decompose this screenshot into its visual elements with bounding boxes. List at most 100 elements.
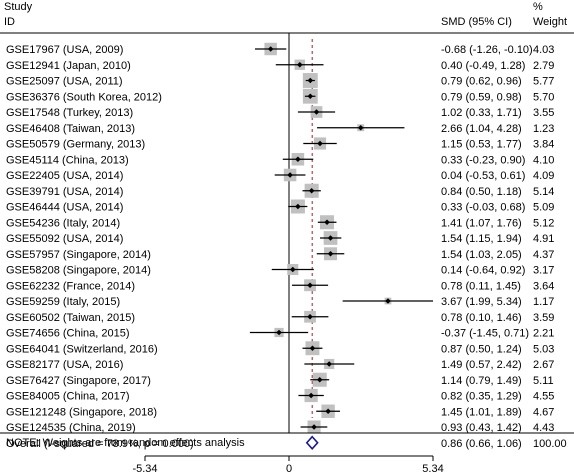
study-label: GSE59259 (Italy, 2015): [6, 296, 120, 308]
smd-ci-value: 0.33 (-0.03, 0.68): [441, 202, 525, 214]
weight-value: 4.55: [533, 391, 554, 403]
overall-label: Overall (I-squared = 78.9%, p = 0.000): [6, 438, 194, 450]
smd-ci-value: 0.93 (0.43, 1.42): [441, 422, 522, 434]
smd-ci-value: 3.67 (1.99, 5.34): [441, 296, 522, 308]
header-weight: Weight: [533, 16, 567, 28]
smd-ci-value: 0.78 (0.10, 1.46): [441, 312, 522, 324]
overall-smd-ci-value: 0.86 (0.66, 1.06): [441, 438, 522, 450]
point-estimate: [307, 93, 314, 100]
study-label: GSE84005 (China, 2017): [6, 391, 130, 403]
point-estimate: [308, 392, 314, 399]
x-tick-label: -5.34: [132, 463, 157, 475]
point-estimate: [311, 424, 317, 430]
smd-ci-value: 0.84 (0.50, 1.18): [441, 186, 522, 198]
study-label: GSE46444 (USA, 2014): [6, 202, 123, 214]
study-label: GSE17967 (USA, 2009): [6, 44, 123, 56]
smd-ci-value: 0.33 (-0.23, 0.90): [441, 154, 525, 166]
weight-value: 2.21: [533, 328, 554, 340]
study-label: GSE121248 (Singapore, 2018): [6, 406, 157, 418]
point-estimate: [327, 235, 334, 241]
point-estimate: [308, 187, 315, 194]
point-estimate: [276, 329, 282, 336]
point-estimate: [313, 109, 320, 115]
weight-value: 3.55: [533, 107, 554, 119]
point-estimate: [309, 345, 316, 352]
weight-value: 4.43: [533, 422, 554, 434]
weight-value: 5.03: [533, 343, 554, 355]
study-label: GSE50579 (Germany, 2013): [6, 139, 145, 151]
weight-value: 1.23: [533, 123, 554, 135]
study-label: GSE45114 (China, 2013): [6, 154, 129, 166]
x-tick-label: 5.34: [422, 463, 443, 475]
point-estimate: [296, 61, 303, 68]
point-estimate: [287, 172, 293, 178]
weight-value: 1.17: [533, 296, 554, 308]
smd-ci-value: -0.37 (-1.45, 0.71): [441, 328, 529, 340]
weight-value: 5.77: [533, 76, 554, 88]
study-label: GSE36376 (South Korea, 2012): [6, 91, 162, 103]
study-label: GSE12941 (Japan, 2010): [6, 60, 131, 72]
smd-ci-value: 1.41 (1.07, 1.76): [441, 217, 522, 229]
point-estimate: [307, 77, 314, 84]
overall-weight-value: 100.00: [533, 438, 567, 450]
weight-value: 5.11: [533, 375, 554, 387]
note-text: NOTE: Weights are from random effects an…: [6, 437, 245, 449]
point-estimate: [295, 203, 301, 210]
weight-value: 4.03: [533, 44, 554, 56]
smd-ci-value: 0.14 (-0.64, 0.92): [441, 265, 525, 277]
smd-ci-value: 1.02 (0.33, 1.71): [441, 107, 522, 119]
study-label: GSE46408 (Taiwan, 2013): [6, 123, 135, 135]
point-estimate: [327, 250, 334, 257]
smd-ci-value: 1.54 (1.03, 2.05): [441, 249, 522, 261]
smd-ci-value: 0.78 (0.11, 1.45): [441, 280, 521, 292]
header-study: Study: [4, 1, 33, 13]
header-id: ID: [4, 16, 15, 28]
rows-layer: GSE17967 (USA, 2009) -0.68 (-1.26, -0.10)…: [6, 33, 567, 450]
point-estimate: [324, 219, 330, 226]
point-estimate: [326, 361, 332, 367]
smd-ci-value: 0.79 (0.59, 0.98): [441, 91, 522, 103]
smd-ci-value: -0.68 (-1.26, -0.10): [441, 44, 533, 56]
overall-diamond: [305, 435, 319, 450]
smd-ci-value: 1.45 (1.01, 1.89): [441, 406, 522, 418]
header-percent: %: [533, 1, 543, 13]
study-label: GSE62232 (France, 2014): [6, 280, 135, 292]
study-label: GSE25097 (USA, 2011): [6, 76, 123, 88]
point-estimate: [307, 282, 313, 289]
weight-value: 3.64: [533, 280, 554, 292]
x-axis: -5.34 0 5.34: [132, 455, 444, 475]
weight-value: 2.67: [533, 359, 554, 371]
weight-value: 4.91: [533, 233, 554, 245]
smd-ci-value: 0.87 (0.50, 1.24): [441, 343, 522, 355]
weight-value: 4.09: [533, 170, 554, 182]
study-label: GSE64041 (Switzerland, 2016): [6, 343, 158, 355]
weight-value: 4.10: [533, 154, 554, 166]
weight-value: 5.14: [533, 186, 554, 198]
study-label: GSE54236 (Italy, 2014): [6, 217, 120, 229]
smd-ci-value: 1.15 (0.53, 1.77): [441, 139, 522, 151]
study-label: GSE74656 (China, 2015): [6, 328, 130, 340]
weight-value: 5.70: [533, 91, 554, 103]
point-estimate: [385, 298, 391, 304]
weight-value: 3.17: [533, 265, 554, 277]
point-estimate: [317, 140, 323, 147]
point-estimate: [307, 313, 313, 320]
smd-ci-value: 2.66 (1.04, 4.28): [441, 123, 522, 135]
weight-value: 2.79: [533, 60, 554, 72]
study-label: GSE39791 (USA, 2014): [6, 186, 123, 198]
point-estimate: [267, 46, 274, 52]
header-effect: SMD (95% CI): [441, 16, 512, 28]
study-label: GSE22405 (USA, 2014): [6, 170, 123, 182]
smd-ci-value: 0.79 (0.62, 0.96): [441, 76, 522, 88]
weight-value: 3.84: [533, 139, 554, 151]
study-label: GSE124535 (China, 2019): [6, 422, 136, 434]
smd-ci-value: 0.40 (-0.49, 1.28): [441, 60, 525, 72]
smd-ci-value: 1.14 (0.79, 1.49): [441, 375, 522, 387]
study-label: GSE17548 (Turkey, 2013): [6, 107, 133, 119]
study-label: GSE58208 (Singapore, 2014): [6, 265, 151, 277]
weight-value: 4.67: [533, 406, 554, 418]
study-label: GSE82177 (USA, 2016): [6, 359, 123, 371]
smd-ci-value: 0.82 (0.35, 1.29): [441, 391, 522, 403]
study-label: GSE57957 (Singapore, 2014): [6, 249, 151, 261]
